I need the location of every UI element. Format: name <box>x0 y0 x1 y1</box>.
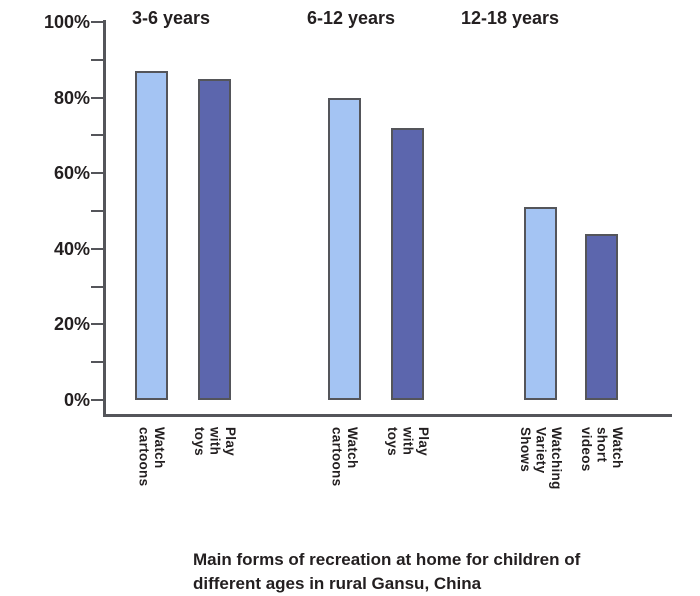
chart-caption-line1: Main forms of recreation at home for chi… <box>193 550 581 569</box>
y-axis-tick <box>91 21 103 23</box>
bar <box>135 71 168 400</box>
y-axis-tick <box>91 58 103 61</box>
y-axis-tick <box>91 210 103 212</box>
bar <box>524 207 557 400</box>
group-header: 6-12 years <box>306 8 396 28</box>
y-axis-line <box>103 20 106 417</box>
bar-label: Watch short videos <box>578 427 625 472</box>
y-axis-tick <box>91 172 103 175</box>
y-tick-label: 20% <box>53 314 90 335</box>
chart-caption-line2: different ages in rural Gansu, China <box>193 574 482 593</box>
x-axis-line <box>103 414 672 417</box>
bar <box>328 97 361 400</box>
bar-label: Watch cartoons <box>329 427 361 487</box>
y-axis-tick <box>91 361 103 364</box>
y-tick-label: 60% <box>53 163 90 184</box>
group-header: 12-18 years <box>460 8 560 28</box>
y-tick-label: 0% <box>63 390 90 410</box>
y-tick-label: 100% <box>43 12 90 32</box>
bar-label: Play with toys <box>191 427 238 456</box>
y-axis-tick <box>91 96 103 99</box>
bar-label: Play with toys <box>384 427 431 456</box>
y-axis-tick <box>91 134 103 137</box>
group-header: 3-6 years <box>131 8 211 28</box>
bar <box>391 127 424 400</box>
y-axis-tick <box>91 247 103 250</box>
y-axis-tick <box>91 323 103 326</box>
y-axis-tick <box>91 285 103 288</box>
bar-label: Watching Variety Shows <box>517 427 564 490</box>
chart-caption: Main forms of recreation at home for chi… <box>193 548 580 596</box>
y-tick-label: 80% <box>53 87 90 108</box>
bar <box>585 233 618 400</box>
y-axis-tick <box>91 399 103 401</box>
y-tick-label: 40% <box>53 238 90 259</box>
bar <box>198 78 231 400</box>
bar-label: Watch cartoons <box>136 427 168 487</box>
